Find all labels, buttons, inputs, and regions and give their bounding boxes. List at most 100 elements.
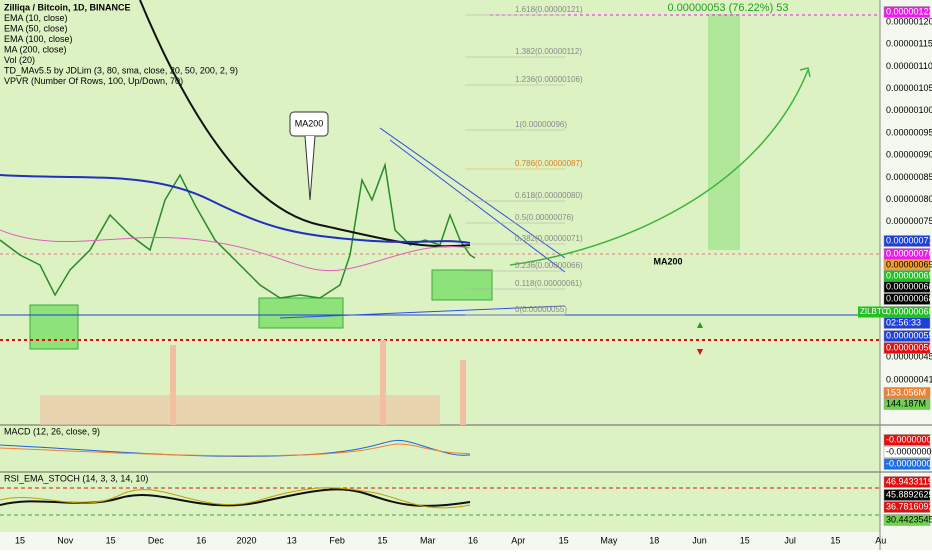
macd-title: MACD (12, 26, close, 9): [4, 426, 100, 436]
trend-line: [379, 127, 566, 259]
fib-label: 1.382(0.00000112): [515, 47, 582, 56]
price-tick: 0.00000085: [886, 172, 932, 182]
price-badge: [883, 458, 931, 470]
time-tick: 15: [106, 535, 116, 545]
price-badge: [883, 501, 931, 513]
time-tick: Apr: [511, 535, 525, 545]
price-tick: 0.00000095: [886, 127, 932, 137]
price-badge: [883, 281, 931, 293]
price-badge-text: 0.00000050: [886, 342, 932, 352]
price-badge-text: 0.00000071: [886, 235, 932, 245]
time-tick: 15: [559, 535, 569, 545]
price-badge: [883, 330, 931, 342]
price-badge: [883, 398, 931, 410]
legend-item: MA (200, close): [4, 44, 67, 54]
trend-line: [389, 139, 566, 273]
fib-label: 0.786(0.00000087): [515, 159, 583, 168]
price-badge-text: 30.44235458: [886, 514, 932, 524]
price-badge: [883, 476, 931, 488]
signal-arrow-down: [697, 349, 703, 355]
time-tick: 15: [740, 535, 750, 545]
price-badge: [883, 6, 931, 18]
volume: [40, 340, 466, 425]
fib-label: 0.618(0.00000080): [515, 191, 583, 200]
time-tick: Mar: [420, 535, 436, 545]
price-badge-text: 0.00000122: [886, 6, 932, 16]
measure-box: [708, 14, 740, 250]
time-tick: Nov: [57, 535, 74, 545]
time-tick: 15: [830, 535, 840, 545]
price-tick: 0.00000120: [886, 16, 932, 26]
time-tick: 2020: [236, 535, 256, 545]
legend-item: EMA (50, close): [4, 23, 68, 33]
price-badge-text: 0.00000068: [886, 293, 932, 303]
legend-item: EMA (100, close): [4, 34, 73, 44]
ema100-line: [0, 174, 471, 244]
ma200-line: [139, 0, 471, 248]
price-badge: [883, 446, 931, 458]
price-tick: 0.00000115: [886, 39, 932, 49]
zone-box: [258, 297, 344, 329]
time-tick: Dec: [148, 535, 165, 545]
price-badge: [883, 514, 931, 526]
projection-curve: [509, 69, 809, 266]
symbol-title: Zilliqa / Bitcoin, 1D, BINANCE: [4, 2, 131, 12]
symbol-tag-bg: [858, 306, 884, 318]
fib-label: 0.382(0.00000071): [515, 234, 583, 243]
price-tick: 0.00000080: [886, 194, 932, 204]
price-path: [0, 162, 476, 299]
price-badge-text: 36.78160920: [886, 501, 932, 511]
price-badge: [883, 342, 931, 354]
fib-label: 1.618(0.00000121): [515, 5, 583, 14]
legend-item: VPVR (Number Of Rows, 100, Up/Down, 70): [4, 76, 183, 86]
time-tick: 16: [468, 535, 478, 545]
time-tick: May: [600, 535, 618, 545]
legend-item: Vol (20): [4, 55, 35, 65]
price-tick: 0.00000075: [886, 216, 932, 226]
fib-label: 0(0.00000055): [515, 305, 567, 314]
fib-label: 1(0.00000096): [515, 120, 567, 129]
price-badge: [883, 293, 931, 305]
price-badge: [883, 317, 931, 329]
price-badge-text: 0.00000069: [886, 270, 932, 280]
legend-item: EMA (10, close): [4, 13, 68, 23]
price-tick: 0.00000041: [886, 374, 932, 384]
price-tick: 0.00000045: [886, 351, 932, 361]
zone-box: [431, 269, 493, 301]
legend-item: TD_MAv5.5 by JDLim (3, 80, sma, close, 2…: [4, 65, 238, 75]
callout-text: MA200: [295, 118, 324, 128]
price-badge-text: 0.00000070: [886, 248, 932, 258]
zone-box: [29, 304, 79, 350]
price-tick: 0.00000100: [886, 105, 932, 115]
stoch-line: [0, 487, 471, 509]
price-badge-text: 02:56:33: [886, 317, 921, 327]
fib-label: 1.236(0.00000106): [515, 75, 583, 84]
price-badge-text: 153.056M: [886, 387, 926, 397]
fib-label: 0.5(0.00000076): [515, 213, 574, 222]
time-tick: Jun: [692, 535, 707, 545]
fib-label: 0.118(0.00000061): [515, 279, 582, 288]
trend-line: [279, 305, 566, 319]
time-tick: Jul: [784, 535, 796, 545]
price-badge-text: 0.00000055: [886, 330, 932, 340]
price-badge: [883, 434, 931, 446]
time-tick: 15: [377, 535, 387, 545]
price-badge-text: 0.00000068: [886, 306, 932, 316]
time-tick: 16: [196, 535, 206, 545]
ma-label: MA200: [653, 256, 682, 266]
price-badge: [883, 235, 931, 247]
price-tick: 0.00000110: [886, 61, 932, 71]
price-badge-text: 46.94331193: [886, 476, 932, 486]
price-badge: [883, 489, 931, 501]
fib-label: 0.236(0.00000066): [515, 261, 583, 270]
price-badge-text: 0.00000068: [886, 281, 932, 291]
time-tick: 13: [287, 535, 297, 545]
time-tick: 18: [649, 535, 659, 545]
price-badge-text: -0.00000001: [886, 446, 932, 456]
time-tick: 15: [15, 535, 25, 545]
time-tick: Feb: [329, 535, 345, 545]
ema50-line: [0, 229, 471, 272]
time-tick: Au: [875, 535, 886, 545]
